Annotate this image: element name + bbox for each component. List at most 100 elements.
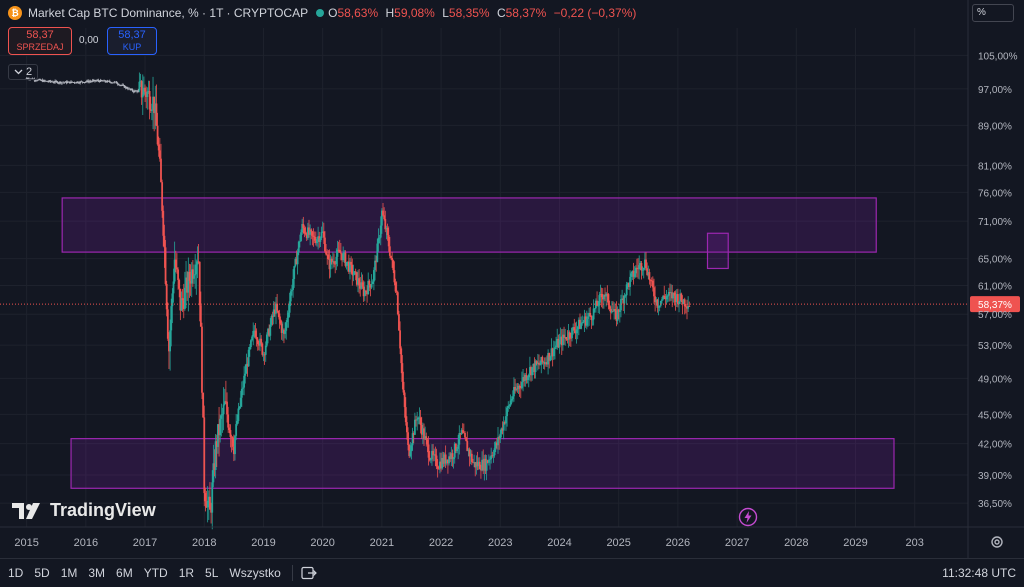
candle-body bbox=[230, 436, 233, 438]
candle-body bbox=[201, 326, 203, 393]
candle-body bbox=[254, 330, 257, 337]
candle-body bbox=[548, 352, 551, 361]
range-6m-button[interactable]: 6M bbox=[116, 566, 133, 580]
candle-body bbox=[522, 377, 524, 382]
time-tick-label: 2029 bbox=[843, 537, 867, 549]
range-1m-button[interactable]: 1M bbox=[60, 566, 78, 580]
price-tick-label: 81,00% bbox=[978, 161, 1012, 172]
candle-body bbox=[132, 91, 135, 92]
buy-label: KUP bbox=[122, 42, 142, 52]
candle-body bbox=[501, 428, 504, 431]
candle-body bbox=[223, 401, 226, 405]
candle-body bbox=[581, 322, 584, 324]
sell-button[interactable]: 58,37 SPRZEDAJ bbox=[8, 27, 72, 55]
candle-body bbox=[555, 345, 557, 348]
buy-button[interactable]: 58,37 KUP bbox=[107, 27, 157, 55]
range-5d-button[interactable]: 5D bbox=[34, 566, 50, 580]
candle-body bbox=[172, 281, 175, 294]
range-1y-button[interactable]: 1R bbox=[178, 566, 195, 580]
candle-body bbox=[617, 309, 620, 312]
date-range-icon[interactable] bbox=[301, 566, 317, 580]
unit-selector[interactable]: % bbox=[972, 4, 1014, 22]
range-5y-button[interactable]: 5L bbox=[205, 566, 219, 580]
time-tick-label: 203 bbox=[906, 537, 924, 549]
candle-body bbox=[655, 299, 658, 303]
toolbar-divider bbox=[291, 565, 293, 581]
candle-body bbox=[367, 280, 370, 295]
candle-body bbox=[409, 451, 412, 457]
candle-body bbox=[486, 460, 489, 463]
clock-time[interactable]: 11:32:48 UTC bbox=[942, 566, 1016, 580]
candle-body bbox=[458, 433, 461, 445]
candle-body bbox=[96, 80, 99, 82]
candle-body bbox=[113, 81, 116, 83]
candle-body bbox=[373, 270, 375, 282]
candle-body bbox=[111, 82, 113, 84]
price-tick-label: 76,00% bbox=[978, 188, 1012, 199]
candle-body bbox=[187, 271, 190, 293]
candle-body bbox=[482, 459, 485, 471]
candle-body bbox=[360, 282, 363, 289]
candle-body bbox=[271, 316, 274, 317]
candle-body bbox=[235, 424, 238, 436]
candle-body bbox=[554, 347, 556, 350]
candle-body bbox=[87, 80, 90, 83]
candle-body bbox=[451, 453, 454, 460]
candle-body bbox=[452, 457, 455, 460]
candle-body bbox=[133, 90, 136, 92]
candle-body bbox=[206, 500, 209, 508]
candle-body bbox=[604, 295, 606, 297]
candle-body bbox=[342, 253, 345, 261]
settings-gear-icon[interactable] bbox=[990, 535, 1004, 549]
candle-body bbox=[238, 406, 241, 409]
candle-body bbox=[292, 278, 294, 290]
candle-body bbox=[651, 280, 654, 288]
range-3m-button[interactable]: 3M bbox=[88, 566, 106, 580]
candle-body bbox=[404, 407, 407, 423]
candle-body bbox=[74, 82, 77, 84]
candle-body bbox=[490, 455, 493, 460]
candle-body bbox=[454, 443, 457, 452]
candle-body bbox=[576, 326, 579, 330]
candle-body bbox=[508, 405, 511, 407]
candle-body bbox=[485, 460, 488, 471]
candle-body bbox=[94, 79, 96, 82]
range-1d-button[interactable]: 1D bbox=[8, 566, 24, 580]
candle-body bbox=[228, 427, 231, 431]
lightning-icon[interactable] bbox=[738, 507, 758, 527]
candle-body bbox=[543, 362, 546, 365]
candle-body bbox=[128, 88, 131, 90]
candle-body bbox=[562, 334, 564, 346]
candle-body bbox=[474, 462, 477, 468]
candle-body bbox=[236, 420, 239, 425]
candle-body bbox=[313, 236, 316, 241]
candle-body bbox=[207, 496, 210, 501]
indicators-toggle-button[interactable]: 2 bbox=[8, 64, 38, 80]
candle-body bbox=[130, 89, 133, 91]
candle-body bbox=[322, 231, 325, 238]
candle-body bbox=[273, 309, 276, 314]
range-all-button[interactable]: Wszystko bbox=[229, 566, 281, 580]
candle-body bbox=[260, 338, 263, 344]
candle-body bbox=[215, 441, 218, 447]
candle-body bbox=[385, 227, 388, 230]
symbol-title[interactable]: Market Cap BTC Dominance, % · 1T · CRYPT… bbox=[28, 6, 309, 20]
candle-body bbox=[419, 417, 422, 425]
candle-body bbox=[533, 363, 536, 373]
candle-body bbox=[659, 300, 662, 306]
candle-body bbox=[636, 267, 638, 269]
candle-body bbox=[103, 80, 105, 82]
candle-body bbox=[489, 459, 491, 460]
candle-body bbox=[480, 469, 482, 471]
candle-body bbox=[168, 338, 170, 352]
candle-body bbox=[211, 482, 214, 513]
zone-rectangle bbox=[706, 232, 729, 270]
candle-body bbox=[669, 292, 671, 293]
range-ytd-button[interactable]: YTD bbox=[143, 566, 168, 580]
candle-body bbox=[641, 269, 644, 271]
candle-body bbox=[205, 501, 208, 508]
candle-body bbox=[81, 81, 84, 83]
candle-body bbox=[359, 285, 362, 289]
price-tick-label: 89,00% bbox=[978, 121, 1012, 132]
